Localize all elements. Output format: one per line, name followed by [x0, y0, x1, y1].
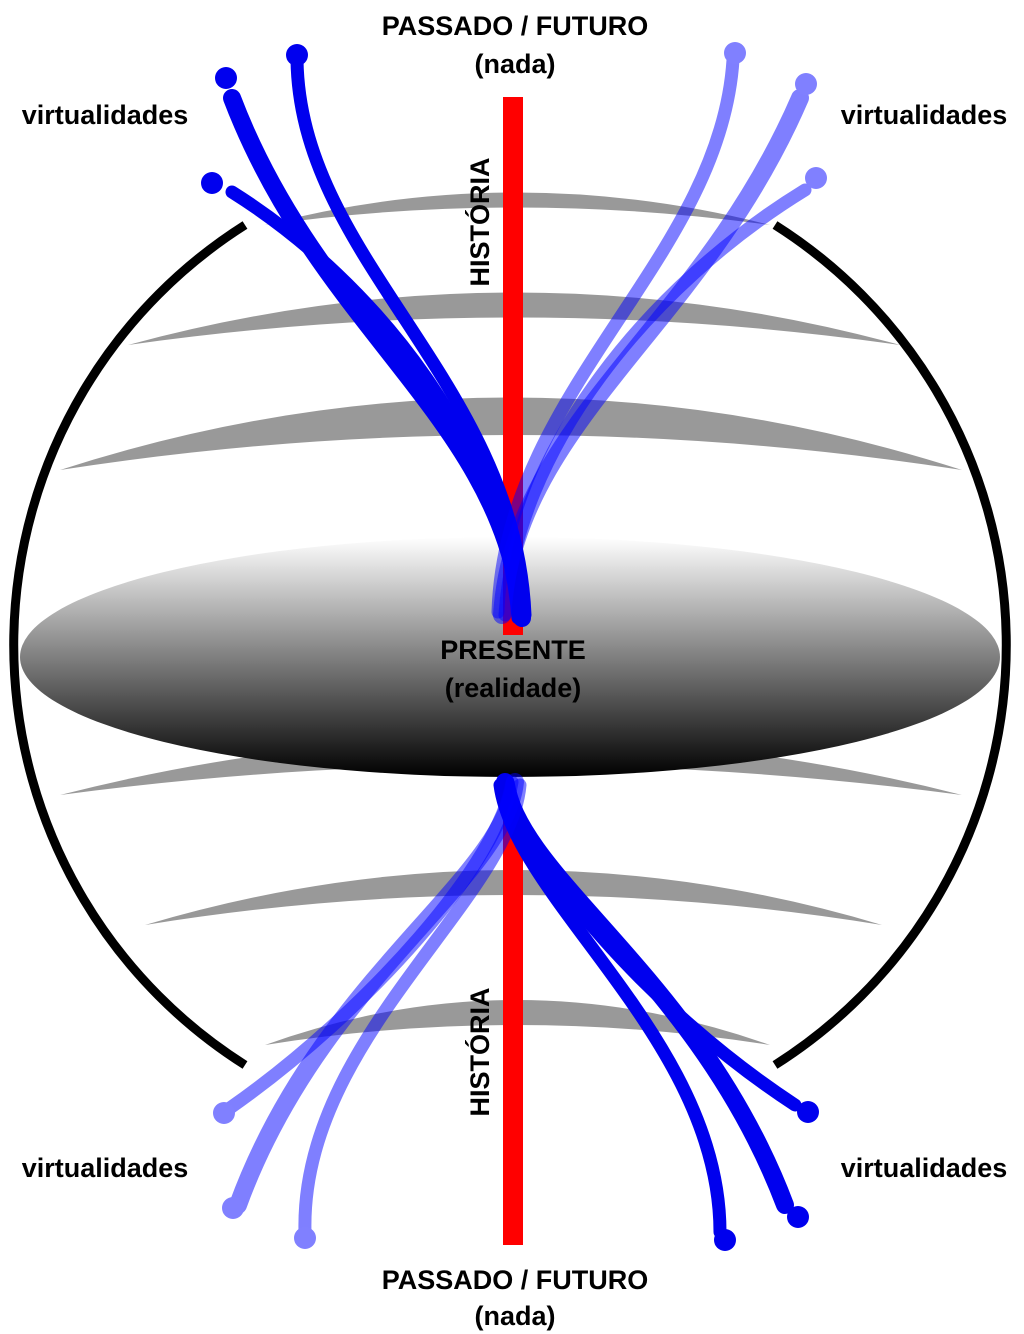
virtual-label: virtualidades	[22, 100, 189, 130]
strand-end	[714, 1229, 736, 1251]
strand-end	[795, 73, 817, 95]
virtual-label: virtualidades	[841, 100, 1008, 130]
strand-end	[222, 1197, 244, 1219]
strand-end	[797, 1101, 819, 1123]
diagram: PASSADO / FUTURO (nada) virtualidades vi…	[0, 0, 1024, 1334]
strand-end	[286, 44, 308, 66]
strand-end	[213, 1102, 235, 1124]
history-label: HISTÓRIA	[464, 157, 495, 286]
strand	[508, 782, 795, 1105]
strand-end	[294, 1227, 316, 1249]
strand-end	[215, 67, 237, 89]
top-title: PASSADO / FUTURO	[382, 11, 649, 41]
page: {"top_label": {"title": "PASSADO / FUTUR…	[0, 0, 1024, 1334]
bottom-title: PASSADO / FUTURO	[382, 1265, 649, 1295]
strand	[505, 782, 785, 1205]
virtual-label: virtualidades	[841, 1153, 1008, 1183]
top-subtitle: (nada)	[475, 49, 556, 79]
strand-end	[805, 167, 827, 189]
strand-end	[201, 172, 223, 194]
strand-end	[787, 1206, 809, 1228]
strand	[498, 60, 733, 612]
center-subtitle: (realidade)	[445, 673, 582, 703]
center-title: PRESENTE	[440, 635, 586, 665]
virtual-label: virtualidades	[22, 1153, 189, 1183]
history-axis	[503, 820, 523, 1245]
strand-end	[724, 42, 746, 64]
bottom-subtitle: (nada)	[475, 1301, 556, 1331]
strand	[297, 60, 525, 615]
history-label: HISTÓRIA	[464, 987, 495, 1116]
